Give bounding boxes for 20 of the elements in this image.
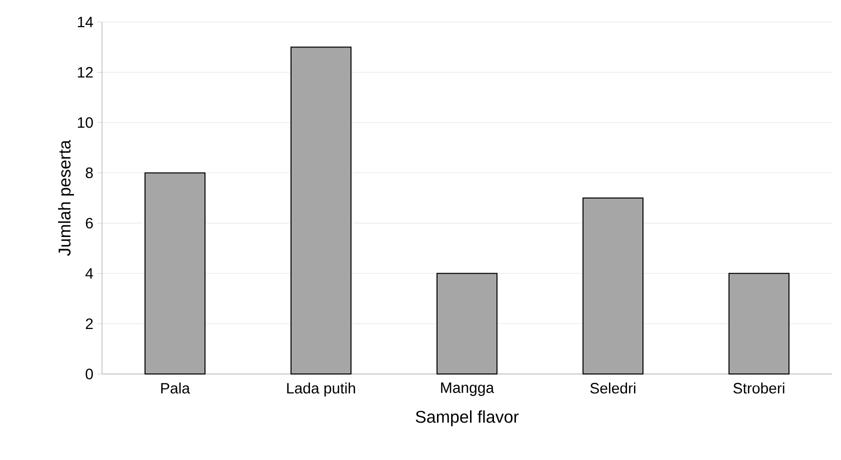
x-tick-label: Lada putih [287,382,356,396]
bar [144,172,206,374]
bar [728,272,790,374]
bar [436,272,498,374]
y-tick-label: 8 [86,168,93,178]
x-tick-label: Seledri [590,382,636,394]
bar [582,197,644,374]
y-tick-label: 4 [85,268,94,279]
y-tick-label: 0 [86,368,93,380]
y-tick-label: 6 [86,218,93,228]
x-tick-label: Mangga [441,382,494,396]
y-axis-title: Jumlah peserta [58,140,74,256]
y-tick-label: 14 [78,16,94,28]
y-tick-label: 10 [78,117,93,128]
y-tick-label: 2 [86,318,93,329]
x-axis-title: Sampel flavor [416,410,519,426]
x-tick-label: Pala [161,382,190,394]
x-tick-label: Stroberi [733,382,784,394]
y-tick-label: 12 [78,67,93,78]
bar [290,46,352,374]
